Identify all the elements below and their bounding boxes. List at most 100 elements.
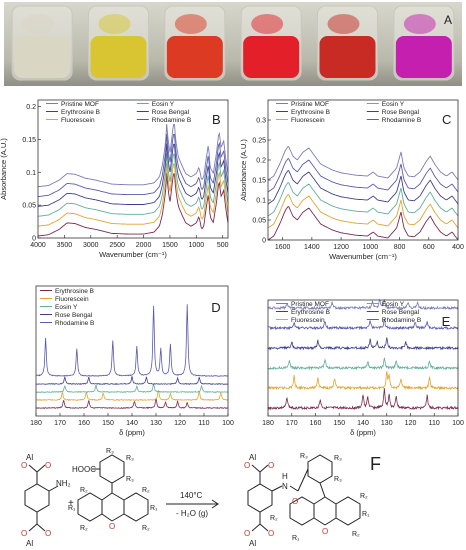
x-tick-label: 600 [423,244,435,251]
conditions-temperature: 140°C [180,491,203,500]
x-axis-label: δ (ppm) [350,428,376,437]
vial-powder-1 [14,36,71,78]
reactant1-ring [24,483,50,513]
series-pristine-mof [37,123,229,188]
product-r2-bottom-left: R₂ [270,515,278,522]
reactant2-r2-bottom-right: R₂ [142,525,150,532]
panel-label-f: F [370,454,381,474]
legend-label-fluorescein: Fluorescein [291,317,325,324]
product-al-top: Al [249,453,256,462]
reactant1-o-top-left: O [21,461,27,470]
vial-powder-4 [243,36,300,78]
y-axis-label: Absorbance (A.U.) [240,139,248,201]
legend-label-pristine-mof: Pristine MOF [291,101,329,108]
x-tick-label: 1200 [333,244,349,251]
x-tick-label: 150 [102,420,114,427]
product-right-ring [335,496,361,526]
x-tick-label: 4000 [30,242,46,249]
panel-label-b: B [212,112,221,127]
vial-powder-top-5 [327,14,360,34]
vial-powder-top-4 [251,14,284,34]
legend-label-rose-bengal: Rose Bengal [152,109,190,116]
x-tick-label: 140 [126,420,138,427]
series-erythrosine-b [267,388,459,411]
legend-label-rose-bengal: Rose Bengal [382,109,420,116]
x-tick-label: 800 [394,244,406,251]
reactant1-nh2: NH₂ [56,479,71,488]
legend-label-rose-bengal: Rose Bengal [55,312,93,319]
vial-powder-top-1 [22,14,55,34]
y-tick-label: 0.1 [256,198,266,205]
reactant2-r2-right: R₂ [142,487,150,494]
series-rose-bengal [37,143,229,207]
panel-label-d: D [211,300,220,315]
product-o-bridge: O [322,527,328,536]
x-tick-label: 170 [54,420,66,427]
legend-label-fluorescein: Fluorescein [61,117,95,124]
series-eosin-y [267,357,459,371]
reactant1-al-bottom: Al [26,539,33,548]
series-pristine-mof [267,298,459,311]
x-tick-label: 2000 [136,242,152,249]
product-al-bottom: Al [249,539,256,548]
reactant2-r2-bottom-left: R₂ [80,525,88,532]
product-o-amide: O [292,497,298,506]
legend-label-rhodamine-b: Rhodamine B [382,117,421,124]
reactant2-r3-bottom: R₃ [126,476,134,483]
reactant2-r2-left: R₂ [80,487,88,494]
product-o-top-left: O [244,461,250,470]
x-tick-label: 180 [262,420,274,427]
y-tick-label: 0.2 [26,104,36,111]
series-pristine-mof [267,146,459,181]
x-tick-label: 130 [381,420,393,427]
plus-sign: + [68,498,74,509]
product-h: H [282,472,288,481]
x-tick-label: 3500 [57,242,73,249]
y-tick-label: 0.3 [256,118,266,125]
reactant2-r1-right: R₁ [150,505,158,512]
legend-label-erythrosine-b: Erythrosine B [55,288,94,295]
series-fluorescein [267,194,459,229]
series-fluorescein [37,163,229,227]
x-tick-label: 120 [405,420,417,427]
series-eosin-y [267,182,459,217]
series-rose-bengal [267,170,459,205]
product-o-bottom-left: O [244,529,250,538]
panel-label-c: C [442,112,451,127]
legend-label-rhodamine-b: Rhodamine B [55,320,94,327]
product-top-ring [307,454,333,484]
product-n: N [282,482,288,491]
x-tick-label: 1000 [189,242,205,249]
y-axis-label: Absorbance (A.U.) [0,138,8,200]
x-axis-label: Wavenumber (cm⁻¹) [99,250,167,259]
legend-label-pristine-mof: Pristine MOF [291,301,329,308]
vial-powder-2 [90,36,147,78]
vial-powder-top-3 [174,14,207,34]
legend-label-rose-bengal: Rose Bengal [382,309,420,316]
series-rhodamine-b [36,304,229,377]
legend-label-erythrosine-b: Erythrosine B [291,109,330,116]
x-tick-label: 3000 [83,242,99,249]
series-fluorescein [267,370,459,391]
product-o-bottom-right: O [268,529,274,538]
vial-powder-3 [166,36,223,78]
legend-label-eosin-y: Eosin Y [152,101,175,108]
series-eosin-y [36,383,229,393]
y-tick-label: 0.15 [22,137,36,144]
ftir-full-chart: 4000 3500 3000 2500 2000 1500 1000 500 0 0.05 0.1 0… [0,99,229,259]
reaction-scheme: Al O O NH₂ O O Al + HOOC R₃ R₃ R₃ R₂ R₂ … [21,448,381,548]
legend-label-eosin-y: Eosin Y [55,304,78,311]
x-tick-label: 2500 [109,242,125,249]
x-tick-label: 110 [198,420,209,427]
vial-powder-5 [319,36,376,78]
legend-label-fluorescein: Fluorescein [291,117,325,124]
y-tick-label: 0.15 [252,178,266,185]
reactant2-r3-top: R₃ [106,448,114,455]
x-tick-label: 1600 [275,244,291,251]
reactant2-top-ring [99,454,125,484]
product-r3-bottom: R₃ [334,476,342,483]
x-tick-label: 160 [310,420,322,427]
series-rose-bengal [267,337,459,351]
nmr-mof-chart: 180 170 160 150 140 130 120 110 100 δ (ppm) Pristi… [262,298,464,437]
y-tick-label: 0.25 [252,138,266,145]
